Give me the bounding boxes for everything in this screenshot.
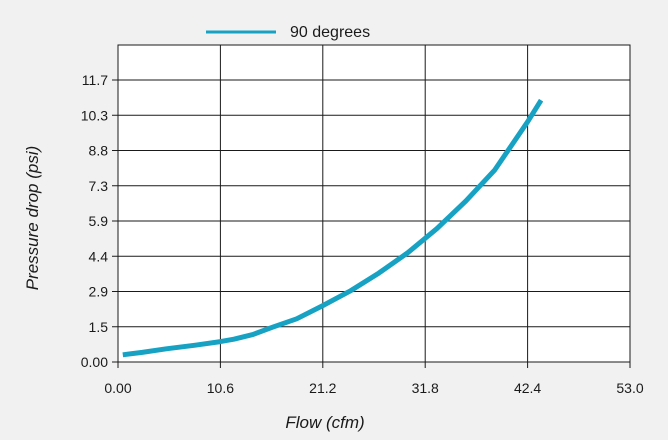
y-tick-label: 8.8 [89,143,109,159]
y-tick-label: 5.9 [89,213,109,229]
series-layer [122,98,544,358]
x-tick-label: 10.6 [207,380,234,396]
x-tick-label: 0.00 [104,380,131,396]
y-tick-label: 0.00 [81,354,108,370]
x-axis-ticks: 0.00 10.6 21.2 31.8 42.4 53.0 [104,380,643,396]
y-axis-title: Pressure drop (psi) [23,146,42,291]
x-tick-label: 21.2 [309,380,336,396]
y-tick-label: 1.5 [89,319,109,335]
y-axis-ticks: 0.00 1.5 2.9 4.4 5.9 7.3 8.8 10.3 11.7 [81,72,108,370]
y-tick-label: 10.3 [81,107,108,123]
legend-label-90-degrees: 90 degrees [290,24,370,41]
plot-area [117,44,631,363]
x-tick-label: 53.0 [616,380,643,396]
grid-lines [112,45,631,368]
x-axis-title: Flow (cfm) [285,413,364,432]
y-tick-label: 4.4 [89,248,109,264]
x-tick-label: 42.4 [514,380,541,396]
y-tick-label: 7.3 [89,178,109,194]
x-tick-label: 31.8 [412,380,439,396]
y-tick-label: 11.7 [82,72,108,88]
legend: 90 degrees [206,24,370,41]
y-tick-label: 2.9 [89,284,109,300]
series-line-90-degrees [122,98,544,358]
